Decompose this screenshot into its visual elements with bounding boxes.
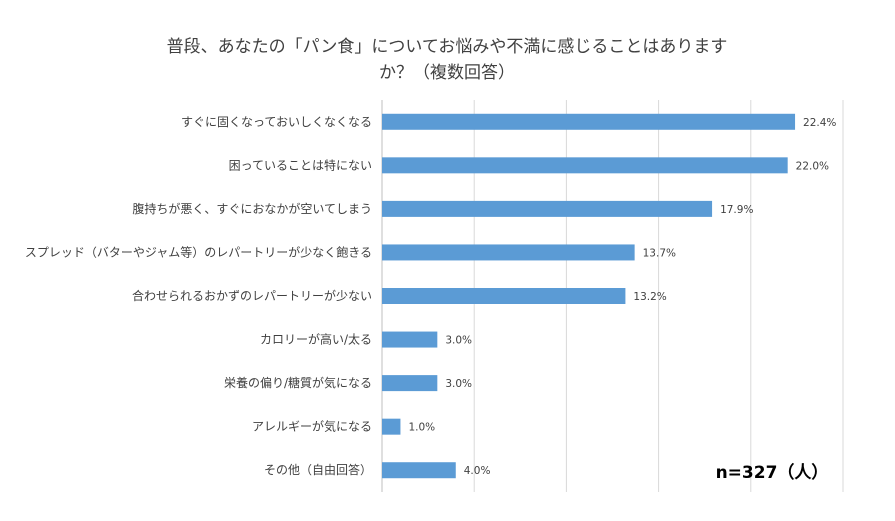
- data-label: 17.9%: [720, 204, 753, 216]
- category-label: カロリーが高い/太る: [260, 332, 372, 347]
- category-labels: すぐに固くなっておいしくなくなる困っていることは特にない腹持ちが悪く、すぐにおな…: [25, 115, 372, 477]
- data-label: 3.0%: [445, 378, 472, 390]
- category-label: すぐに固くなっておいしくなくなる: [181, 115, 372, 129]
- bar: [382, 375, 438, 392]
- category-label: 困っていることは特にない: [229, 157, 372, 172]
- chart-title-line-1: 普段、あなたの「パン食」についてお悩みや不満に感じることはあります: [167, 37, 728, 57]
- sample-size-note: n=327（人）: [716, 462, 829, 483]
- data-label: 13.2%: [633, 291, 666, 303]
- bar: [382, 244, 635, 261]
- category-label: 腹持ちが悪く、すぐにおなかが空いてしまう: [132, 201, 372, 216]
- chart-title-line-2: か？（複数回答）: [379, 63, 515, 83]
- bar: [382, 418, 401, 435]
- category-label: その他（自由回答）: [264, 462, 372, 477]
- bar: [382, 288, 626, 304]
- bar: [382, 200, 713, 217]
- bar: [382, 331, 438, 348]
- data-label: 1.0%: [408, 422, 435, 434]
- bar: [382, 113, 796, 130]
- data-label: 22.0%: [796, 160, 829, 172]
- data-label: 22.4%: [803, 117, 836, 129]
- category-label: スプレッド（バターやジャム等）のレパートリーが少なく飽きる: [25, 244, 372, 259]
- bar: [382, 157, 788, 174]
- bars: [382, 113, 796, 479]
- bar: [382, 462, 456, 479]
- value-labels: 22.4% 22.0% 17.9% 13.7% 13.2% 3.0% 3.0% 1.0% 4.0…: [408, 117, 836, 477]
- data-label: 13.7%: [643, 247, 676, 259]
- data-label: 3.0%: [445, 335, 472, 347]
- category-label: アレルギーが気になる: [252, 419, 372, 434]
- category-label: 栄養の偏り/糖質が気になる: [224, 375, 372, 390]
- data-label: 4.0%: [464, 465, 491, 477]
- category-label: 合わせられるおかずのレパートリーが少ない: [132, 288, 372, 303]
- chart-title: 普段、あなたの「パン食」についてお悩みや不満に感じることはあります か？（複数回…: [167, 37, 728, 83]
